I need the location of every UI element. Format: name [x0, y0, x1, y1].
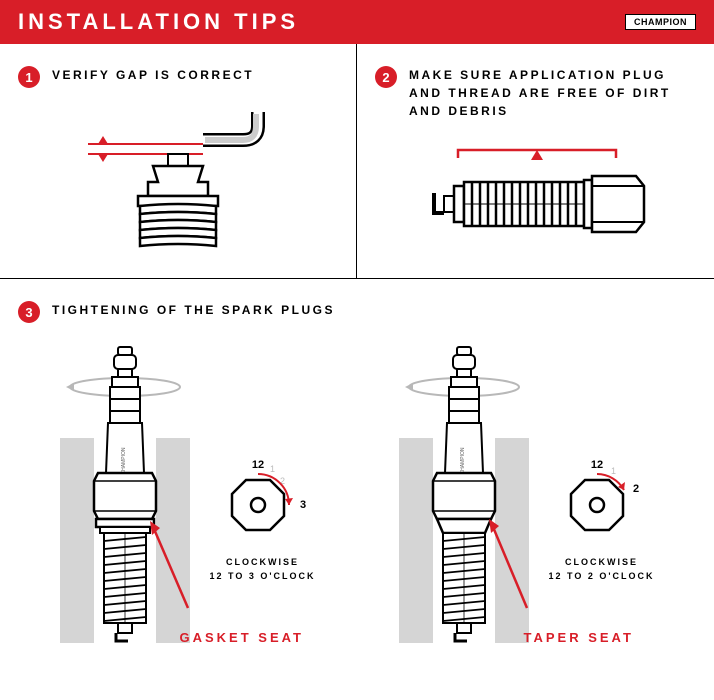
- step-2-number: 2: [375, 66, 397, 88]
- step-3-number: 3: [18, 301, 40, 323]
- gasket-clock-label: CLOCKWISE 12 TO 3 O'CLOCK: [210, 556, 316, 583]
- clock-12: 12: [251, 459, 263, 471]
- gap-diagram-svg: [48, 106, 308, 256]
- taper-clock-svg: 12 1 2: [557, 458, 647, 548]
- step-2-head: 2 MAKE SURE APPLICATION PLUG AND THREAD …: [375, 66, 696, 120]
- svg-text:12: 12: [590, 459, 602, 471]
- taper-plug-svg: CHAMPION: [399, 343, 529, 643]
- svg-text:2: 2: [633, 483, 639, 495]
- gasket-seat-label: GASKET SEAT: [180, 630, 305, 645]
- taper-column: CHAMPION: [399, 343, 655, 643]
- content-grid: 1 VERIFY GAP IS CORRECT: [0, 44, 714, 700]
- step-2-diagram: [375, 138, 696, 268]
- svg-text:1: 1: [270, 464, 275, 474]
- taper-seat-label: TAPER SEAT: [524, 630, 634, 645]
- page-title: INSTALLATION TIPS: [18, 9, 299, 35]
- svg-text:CHAMPION: CHAMPION: [460, 447, 466, 474]
- thread-diagram-svg: [386, 138, 686, 268]
- gasket-clock-svg: 12 1 2 3: [218, 458, 308, 548]
- step-1-diagram: [18, 106, 338, 256]
- clock-3: 3: [300, 499, 306, 511]
- step-1-number: 1: [18, 66, 40, 88]
- taper-clock: 12 1 2 CLOCKWISE 12 TO 2 O'CLOCK: [549, 458, 655, 583]
- step-3-panel: 3 TIGHTENING OF THE SPARK PLUGS: [0, 279, 714, 700]
- step-2-text: MAKE SURE APPLICATION PLUG AND THREAD AR…: [409, 66, 696, 120]
- brand-badge: CHAMPION: [625, 14, 696, 30]
- header-bar: INSTALLATION TIPS CHAMPION: [0, 0, 714, 44]
- step-1-panel: 1 VERIFY GAP IS CORRECT: [0, 44, 357, 279]
- tightening-row: CHAMPION: [18, 343, 696, 643]
- gasket-plug-svg: CHAMPION: [60, 343, 190, 643]
- step-2-panel: 2 MAKE SURE APPLICATION PLUG AND THREAD …: [357, 44, 714, 279]
- svg-text:1: 1: [611, 466, 616, 476]
- gasket-column: CHAMPION: [60, 343, 316, 643]
- step-3-head: 3 TIGHTENING OF THE SPARK PLUGS: [18, 301, 696, 323]
- gasket-clock: 12 1 2 3 CLOCKWISE 12 TO 3 O'CLOCK: [210, 458, 316, 583]
- step-3-text: TIGHTENING OF THE SPARK PLUGS: [52, 301, 335, 319]
- taper-clock-label: CLOCKWISE 12 TO 2 O'CLOCK: [549, 556, 655, 583]
- step-1-head: 1 VERIFY GAP IS CORRECT: [18, 66, 338, 88]
- step-1-text: VERIFY GAP IS CORRECT: [52, 66, 254, 84]
- svg-text:CHAMPION: CHAMPION: [121, 447, 127, 474]
